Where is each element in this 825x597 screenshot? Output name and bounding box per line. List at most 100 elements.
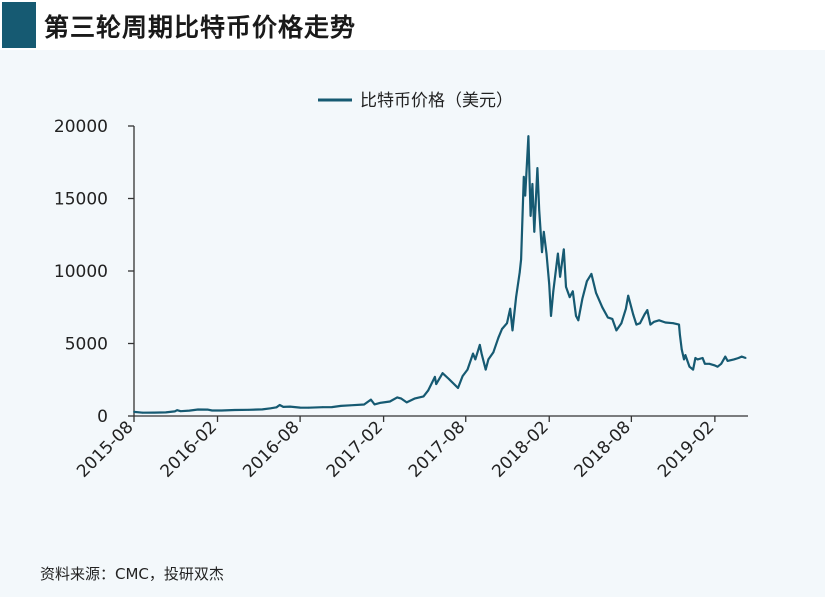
data-point (683, 358, 685, 361)
data-point (545, 252, 548, 255)
data-point (370, 398, 372, 401)
data-point (538, 209, 541, 212)
data-point (179, 410, 182, 413)
data-point (726, 360, 729, 362)
data-point (307, 406, 310, 409)
data-point (744, 357, 747, 359)
data-point (522, 175, 525, 178)
data-point (321, 406, 324, 409)
data-point (701, 357, 704, 359)
data-point (133, 411, 135, 413)
data-point (289, 405, 291, 408)
y-tick-label: 10000 (54, 262, 108, 282)
data-point (405, 401, 408, 404)
source-note: 资料来源：CMC，投研双杰 (40, 565, 224, 583)
data-point (658, 319, 660, 322)
data-point (611, 318, 614, 320)
data-point (548, 283, 551, 285)
data-point (197, 408, 199, 411)
data-point (720, 362, 723, 365)
data-point (373, 403, 376, 406)
data-point (632, 313, 635, 316)
y-tick-label: 20000 (54, 117, 108, 137)
data-point (536, 167, 539, 169)
data-points (133, 135, 747, 414)
data-point (422, 395, 425, 398)
data-point (653, 320, 655, 323)
y-tick-label: 0 (97, 407, 108, 427)
data-point (501, 328, 503, 330)
data-point (379, 401, 382, 404)
data-point (704, 362, 706, 365)
data-point (389, 400, 391, 403)
data-point (435, 383, 438, 385)
x-tick-label: 2016-02 (157, 417, 221, 481)
data-point (427, 389, 429, 392)
data-point (575, 315, 577, 317)
data-point (233, 409, 236, 411)
data-point (577, 319, 580, 322)
data-point (713, 364, 716, 367)
data-point (724, 355, 727, 358)
data-point (466, 368, 469, 371)
data-point (531, 183, 534, 185)
data-point (164, 411, 167, 414)
data-point (506, 322, 508, 325)
x-tick-label: 2015-08 (73, 417, 137, 481)
data-point (478, 344, 481, 346)
data-point (568, 296, 571, 298)
data-point (688, 365, 691, 368)
x-tick-label: 2017-08 (405, 417, 469, 481)
data-point (620, 322, 623, 325)
title-bar: 第三轮周期比特币价格走势 (0, 0, 825, 50)
data-point (176, 409, 179, 412)
data-point (678, 323, 680, 326)
data-point (206, 408, 209, 411)
series-line-bitcoin-price (133, 135, 747, 414)
data-point (586, 280, 588, 283)
data-point (562, 248, 565, 251)
data-point (664, 321, 667, 324)
data-point (527, 135, 530, 138)
y-tick-label: 15000 (54, 190, 108, 210)
x-tick-label: 2019-02 (654, 417, 718, 481)
data-point (529, 215, 532, 217)
data-point (601, 306, 604, 309)
data-point (457, 387, 459, 389)
data-point (278, 404, 281, 406)
data-point (349, 404, 352, 407)
data-point (211, 409, 214, 412)
data-point (625, 307, 627, 310)
data-point (413, 397, 416, 400)
data-point (643, 313, 646, 316)
data-point (474, 358, 477, 361)
data-point (606, 316, 609, 319)
data-point (153, 411, 156, 414)
x-tick-label: 2018-08 (571, 417, 635, 481)
data-point (571, 290, 574, 293)
data-point (331, 406, 333, 408)
data-point (692, 368, 694, 371)
data-point (627, 294, 630, 297)
data-point (708, 362, 711, 365)
data-point (497, 336, 500, 339)
data-point (740, 355, 743, 358)
data-point (559, 275, 561, 278)
data-point (520, 258, 522, 261)
data-point (363, 403, 365, 406)
data-point (680, 348, 683, 351)
x-tick-label: 2017-02 (323, 417, 387, 481)
data-point (220, 409, 223, 412)
x-tick-label: 2018-02 (488, 417, 552, 481)
data-point (635, 323, 638, 326)
data-point (541, 251, 543, 254)
data-point (396, 396, 399, 399)
data-point (590, 273, 593, 275)
chart-legend: 比特币价格（美元） (318, 91, 513, 111)
data-point (737, 357, 740, 359)
data-point (247, 408, 250, 411)
data-point (487, 358, 490, 361)
data-point (649, 323, 652, 326)
data-point (696, 358, 699, 361)
